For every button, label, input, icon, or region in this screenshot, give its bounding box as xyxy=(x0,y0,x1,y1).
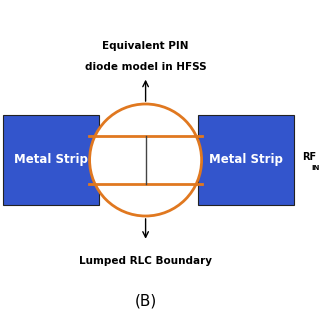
Text: Metal Strip: Metal Strip xyxy=(14,154,88,166)
Circle shape xyxy=(90,104,202,216)
Text: Metal Strip: Metal Strip xyxy=(210,154,283,166)
Bar xyxy=(198,115,294,205)
Bar xyxy=(3,115,99,205)
Text: RF: RF xyxy=(302,152,316,162)
Text: Lumped RLC Boundary: Lumped RLC Boundary xyxy=(79,256,212,266)
Text: (B): (B) xyxy=(134,293,157,308)
Text: IN: IN xyxy=(311,165,320,171)
Text: diode model in HFSS: diode model in HFSS xyxy=(85,62,206,72)
Text: Equivalent PIN: Equivalent PIN xyxy=(102,41,189,51)
